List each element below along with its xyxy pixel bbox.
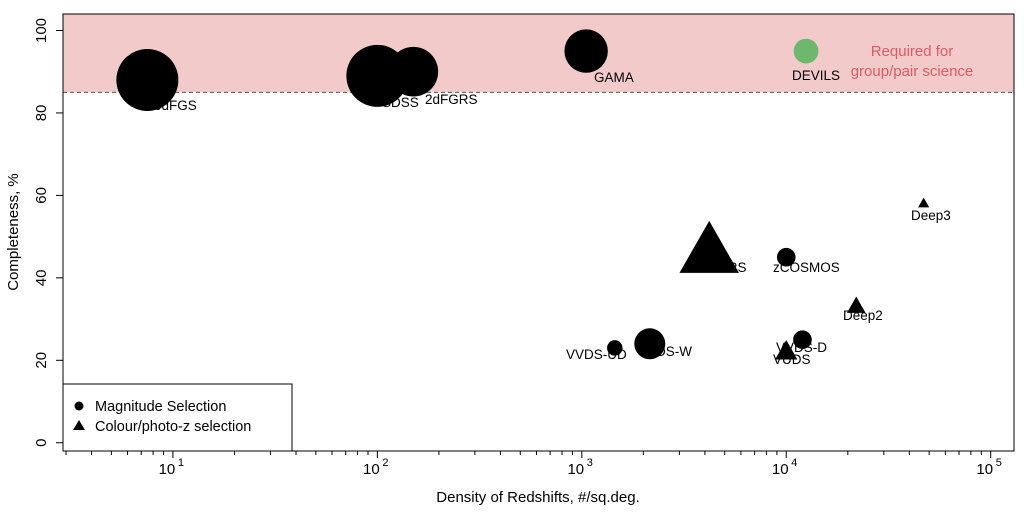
- legend-circle-marker: [74, 401, 84, 411]
- plot-frame: [62, 13, 1015, 452]
- point-label-6dfgs: 6dFGS: [154, 98, 197, 113]
- x-tick-exponent-100000: 5: [996, 457, 1002, 469]
- x-tick-exponent-10: 1: [178, 457, 184, 469]
- point-label-vuds: VUDS: [773, 352, 811, 367]
- x-tick-label-100: 10: [363, 461, 380, 478]
- x-tick-label-100000: 10: [976, 461, 993, 478]
- point-label-gama: GAMA: [594, 70, 634, 85]
- y-tick-label-100: 100: [33, 18, 50, 43]
- x-tick-label-10: 10: [159, 461, 176, 478]
- band-label-line-2: group/pair science: [851, 63, 974, 80]
- point-label-vvds-w: VVDS-W: [638, 344, 692, 359]
- point-vvds-w: [634, 328, 666, 360]
- point-vipers: [679, 220, 739, 273]
- point-deep2: [846, 296, 866, 313]
- x-axis-title: Density of Redshifts, #/sq.deg.: [436, 489, 639, 506]
- point-label-sdss: SDSS: [382, 95, 419, 110]
- point-deep3: [918, 197, 930, 208]
- point-label-devils: DEVILS: [792, 68, 840, 83]
- point-gama: [564, 29, 608, 73]
- point-label-2dfgrs: 2dFGRS: [425, 92, 478, 107]
- point-label-zcosmos: zCOSMOS: [773, 260, 840, 275]
- x-tick-label-1000: 10: [567, 461, 584, 478]
- legend: Magnitude Selection Colour/photo-z select…: [62, 383, 293, 452]
- legend-triangle-marker: [73, 420, 85, 430]
- data-points: 6dFGS SDSS 2dFGRS GAMA DEVILS VIPERS zCOSMOS De…: [116, 29, 951, 367]
- y-tick-label-80: 80: [33, 105, 50, 122]
- band-label-line-1: Required for: [871, 43, 954, 60]
- x-tick-exponent-10000: 4: [791, 457, 797, 469]
- point-6dfgs: [116, 48, 179, 111]
- point-label-deep3: Deep3: [911, 208, 951, 223]
- point-devils: [793, 38, 819, 64]
- x-tick-exponent-100: 2: [382, 457, 388, 469]
- point-vvds-ud: [607, 340, 623, 356]
- point-label-deep2: Deep2: [843, 308, 883, 323]
- required-band: Required for group/pair science: [63, 14, 1014, 93]
- legend-label-1: Magnitude Selection: [95, 399, 226, 415]
- point-2dfgrs: [388, 46, 439, 97]
- x-tick-exponent-1000: 3: [587, 457, 593, 469]
- point-label-vipers: VIPERS: [697, 260, 747, 275]
- point-zcosmos: [776, 247, 796, 267]
- y-tick-label-0: 0: [33, 439, 50, 447]
- y-axis-title: Completeness, %: [5, 173, 22, 291]
- point-vuds: [775, 339, 798, 360]
- point-label-vvds-d: VVDS-D: [776, 340, 827, 355]
- legend-label-2: Colour/photo-z selection: [95, 419, 251, 435]
- required-band-fill: [63, 14, 1014, 93]
- y-tick-label-40: 40: [33, 270, 50, 287]
- legend-box: [62, 383, 293, 452]
- point-vvds-d: [793, 330, 812, 349]
- point-label-vvds-ud: VVDS-UD: [566, 347, 627, 362]
- x-tick-label-10000: 10: [772, 461, 789, 478]
- y-tick-label-60: 60: [33, 187, 50, 204]
- y-tick-label-20: 20: [33, 352, 50, 369]
